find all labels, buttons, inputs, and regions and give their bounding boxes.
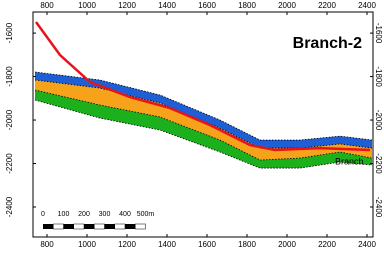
y-tick-label: -1800 [374, 66, 383, 87]
chart: Branch-2 Branch 800800100010001200120014… [0, 0, 384, 251]
y-tick-label: -1600 [5, 22, 14, 43]
y-tick-label: -2400 [374, 197, 383, 218]
y-tick-label: -2200 [5, 153, 14, 174]
x-tick-label: 2000 [278, 1, 296, 10]
scale-segment [74, 224, 84, 229]
scale-segment [84, 224, 94, 229]
x-tick-label: 1200 [118, 240, 136, 249]
x-tick-label: 1000 [78, 1, 96, 10]
scale-segment [115, 224, 125, 229]
x-tick-label: 2400 [358, 1, 376, 10]
scale-segment [105, 224, 115, 229]
scale-label: 300 [99, 211, 111, 218]
x-tick-label: 1600 [198, 240, 216, 249]
chart-title: Branch-2 [293, 35, 362, 52]
x-tick-label: 1200 [118, 1, 136, 10]
x-tick-label: 1400 [158, 240, 176, 249]
x-tick-label: 800 [40, 1, 54, 10]
x-tick-label: 1800 [238, 1, 256, 10]
scale-label: 100 [58, 211, 70, 218]
scale-segment [94, 224, 104, 229]
y-tick-label: -2000 [374, 110, 383, 131]
y-tick-label: -1800 [5, 66, 14, 87]
y-tick-label: -2200 [374, 153, 383, 174]
scale-segment [53, 224, 63, 229]
x-tick-label: 2000 [278, 240, 296, 249]
x-tick-label: 800 [40, 240, 54, 249]
x-tick-label: 1800 [238, 240, 256, 249]
scale-segment [64, 224, 74, 229]
scale-segment [135, 224, 145, 229]
annotation: Branch [335, 156, 364, 166]
y-tick-label: -2400 [5, 196, 14, 217]
x-tick-label: 2200 [318, 1, 336, 10]
scale-label: 0 [41, 211, 45, 218]
x-tick-label: 1600 [198, 1, 216, 10]
x-tick-label: 1400 [158, 1, 176, 10]
scale-label: 400 [119, 211, 131, 218]
scale-segment [43, 224, 53, 229]
scale-segment [125, 224, 135, 229]
scale-label: 500m [137, 211, 155, 218]
scale-label: 200 [78, 211, 90, 218]
x-tick-label: 2400 [358, 240, 376, 249]
y-tick-label: -1600 [374, 23, 383, 44]
x-tick-label: 2200 [318, 240, 336, 249]
y-tick-label: -2000 [5, 109, 14, 130]
x-tick-label: 1000 [78, 240, 96, 249]
